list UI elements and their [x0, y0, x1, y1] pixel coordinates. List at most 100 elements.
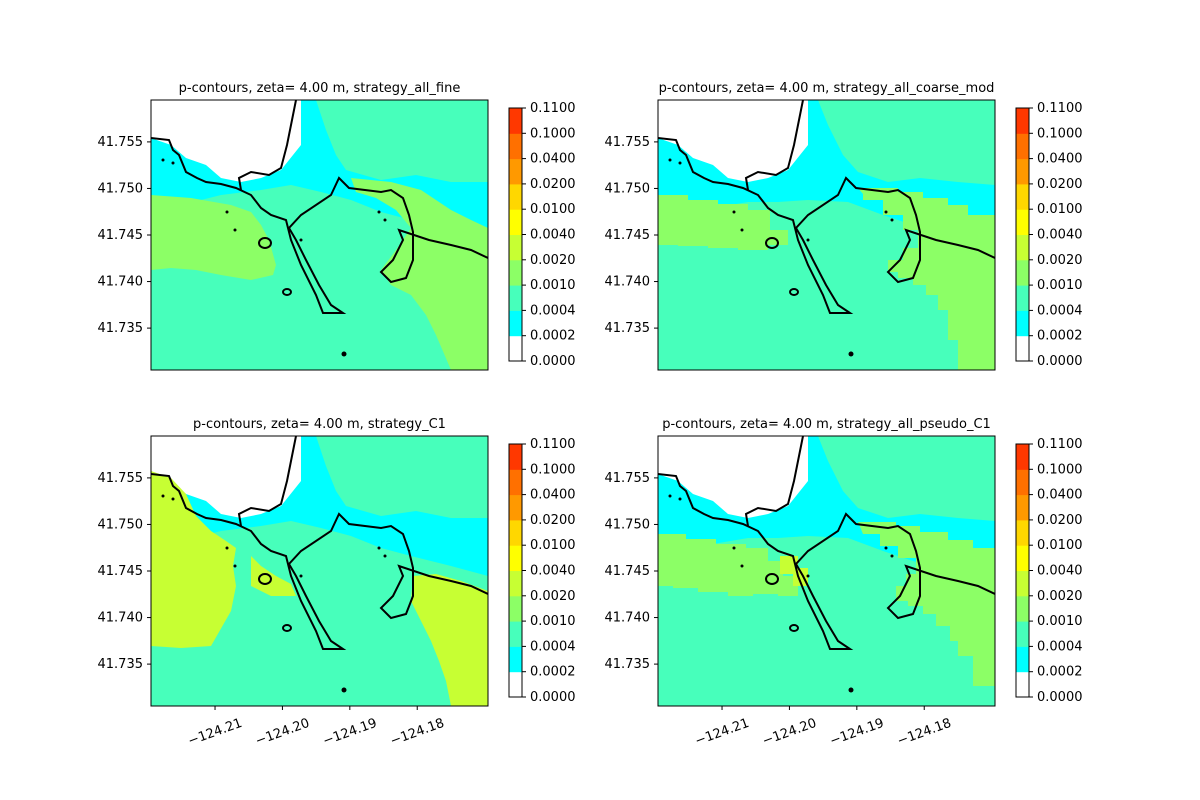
colorbar-label: 0.1100 [530, 437, 576, 452]
islet [732, 546, 736, 550]
colorbar-label: 0.1000 [1037, 126, 1083, 141]
islet [161, 158, 165, 162]
colorbar-segment [1016, 335, 1029, 362]
islet [377, 546, 381, 550]
colorbar-label: 0.0040 [1037, 228, 1083, 243]
colorbar-segment [1016, 158, 1029, 185]
colorbar-segment [509, 444, 522, 470]
y-tick-label: 41.750 [98, 517, 144, 532]
colorbar-label: 0.0020 [1037, 589, 1083, 604]
colorbar-segment [1016, 234, 1029, 261]
panel-title: p-contours, zeta= 4.00 m, strategy_all_f… [179, 81, 461, 96]
plot-area [151, 436, 488, 706]
coastline-north [744, 100, 804, 191]
colorbar-label: 0.1100 [1037, 437, 1083, 452]
panel-title: p-contours, zeta= 4.00 m, strategy_all_p… [662, 417, 991, 432]
land-region [658, 100, 808, 182]
y-tick-label: 41.740 [605, 275, 651, 290]
shore-band-east [351, 178, 488, 370]
colorbar-segment [509, 133, 522, 160]
island [765, 573, 779, 585]
colorbar-segment [1016, 545, 1029, 571]
y-tick-label: 41.740 [98, 611, 144, 626]
islet [890, 554, 894, 558]
colorbar-segment [1016, 183, 1029, 210]
colorbar-segment [1016, 259, 1029, 286]
islet [668, 494, 672, 498]
panel-2: p-contours, zeta= 4.00 m, strategy_all_c… [605, 81, 1083, 371]
colorbar-segment [509, 183, 522, 210]
colorbar-label: 0.0020 [530, 589, 576, 604]
colorbar-label: 0.0010 [530, 278, 576, 293]
colorbar-label: 0.0100 [530, 202, 576, 217]
colorbar-segment [1016, 108, 1029, 134]
colorbar-label: 0.0040 [1037, 564, 1083, 579]
colorbar-segment [1016, 133, 1029, 160]
colorbar-segment [509, 310, 522, 337]
colorbar-segment [509, 335, 522, 362]
islet [225, 210, 229, 214]
coastline-north [237, 436, 297, 527]
island [765, 237, 779, 249]
colorbar-segment [1016, 519, 1029, 546]
colorbar-label: 0.0200 [530, 177, 576, 192]
colorbar-segment [1016, 570, 1029, 597]
colorbar-label: 0.1100 [530, 101, 576, 116]
panel-3: p-contours, zeta= 4.00 m, strategy_C1 41.… [98, 417, 576, 749]
panel-4: p-contours, zeta= 4.00 m, strategy_all_p… [605, 417, 1083, 749]
x-tick-label: −124.18 [895, 716, 953, 749]
colorbar-segment [509, 494, 522, 521]
colorbar-label: 0.1000 [530, 126, 576, 141]
colorbar-segment [1016, 209, 1029, 235]
colorbar-segment [509, 469, 522, 496]
y-tick-label: 41.750 [98, 181, 144, 196]
islet [740, 564, 744, 568]
islet [377, 210, 381, 214]
x-tick-label: −124.20 [254, 716, 312, 749]
colorbar-label: 0.0200 [1037, 177, 1083, 192]
colorbar-label: 0.0200 [1037, 513, 1083, 528]
x-tick-label: −124.18 [388, 716, 446, 749]
island [341, 687, 347, 693]
x-tick-label: −124.19 [321, 716, 379, 749]
coastline [151, 473, 488, 650]
shore-band-west [151, 471, 236, 648]
y-tick-label: 41.740 [605, 611, 651, 626]
island [282, 624, 292, 632]
shore-band-west [151, 195, 276, 280]
y-tick-label: 41.735 [98, 321, 144, 336]
colorbar-label: 0.0002 [1037, 329, 1083, 344]
y-tick-label: 41.755 [98, 471, 144, 486]
colorbar-segment [509, 234, 522, 261]
colorbar-segment [509, 595, 522, 622]
colorbar-label: 0.0400 [1037, 488, 1083, 503]
y-tick-label: 41.735 [98, 657, 144, 672]
islet [890, 218, 894, 222]
islet [171, 497, 175, 501]
x-tick-label: −124.19 [828, 716, 886, 749]
y-tick-label: 41.745 [605, 228, 651, 243]
colorbar-label: 0.0100 [530, 538, 576, 553]
coastline [151, 137, 488, 314]
shore-band-east [858, 188, 995, 370]
y-tick-label: 41.755 [605, 135, 651, 150]
colorbar-label: 0.0000 [530, 690, 576, 705]
x-tick-label: −124.20 [761, 716, 819, 749]
colorbar-label: 0.0000 [1037, 354, 1083, 369]
shore-band-west [658, 534, 798, 596]
islet [225, 546, 229, 550]
plot-area [658, 436, 995, 706]
y-tick-label: 41.750 [605, 517, 651, 532]
y-tick-label: 41.755 [605, 471, 651, 486]
y-tick-label: 41.740 [98, 275, 144, 290]
x-tick-label: −124.21 [186, 716, 244, 749]
islet [233, 564, 237, 568]
islet [806, 574, 810, 578]
coastline-north [744, 436, 804, 527]
colorbar-label: 0.1000 [1037, 462, 1083, 477]
colorbar-label: 0.0020 [1037, 253, 1083, 268]
y-tick-label: 41.735 [605, 657, 651, 672]
coastline [658, 473, 995, 650]
islet [668, 158, 672, 162]
